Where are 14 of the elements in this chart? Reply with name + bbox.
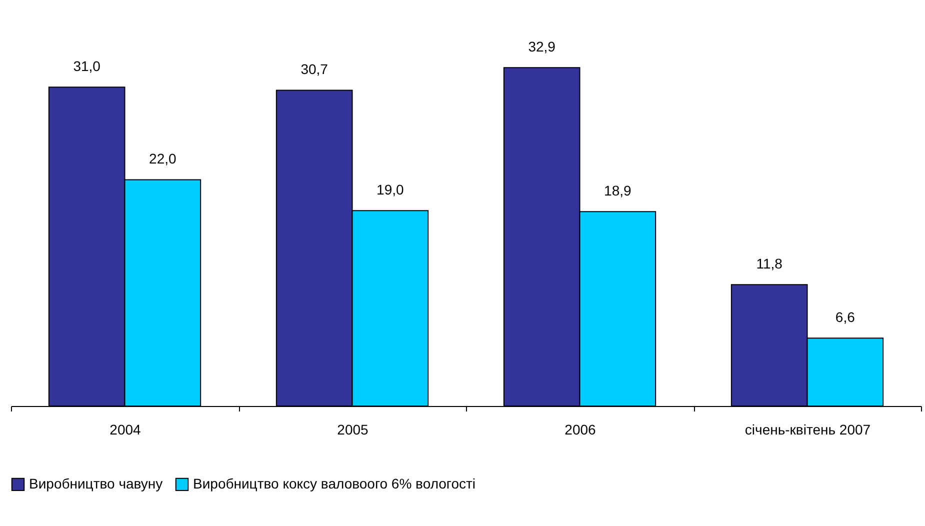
x-tick-label: 2005 [337,422,369,438]
x-tick-label: 2006 [564,422,596,438]
data-label: 19,0 [376,182,404,198]
data-label: 31,0 [73,58,101,74]
data-label: 18,9 [604,182,632,199]
data-label: 22,0 [149,150,177,167]
data-label: 11,8 [756,256,783,272]
x-tick-label: січень-квітень 2007 [744,422,871,438]
data-label: 32,9 [528,38,556,55]
legend-label: Виробництво коксу валовоого 6% вологості [193,475,476,492]
data-label: 30,7 [300,61,328,78]
legend-label: Виробництво чавуну [29,475,163,492]
data-label: 6,6 [835,309,856,326]
x-tick-label: 2004 [110,422,142,438]
